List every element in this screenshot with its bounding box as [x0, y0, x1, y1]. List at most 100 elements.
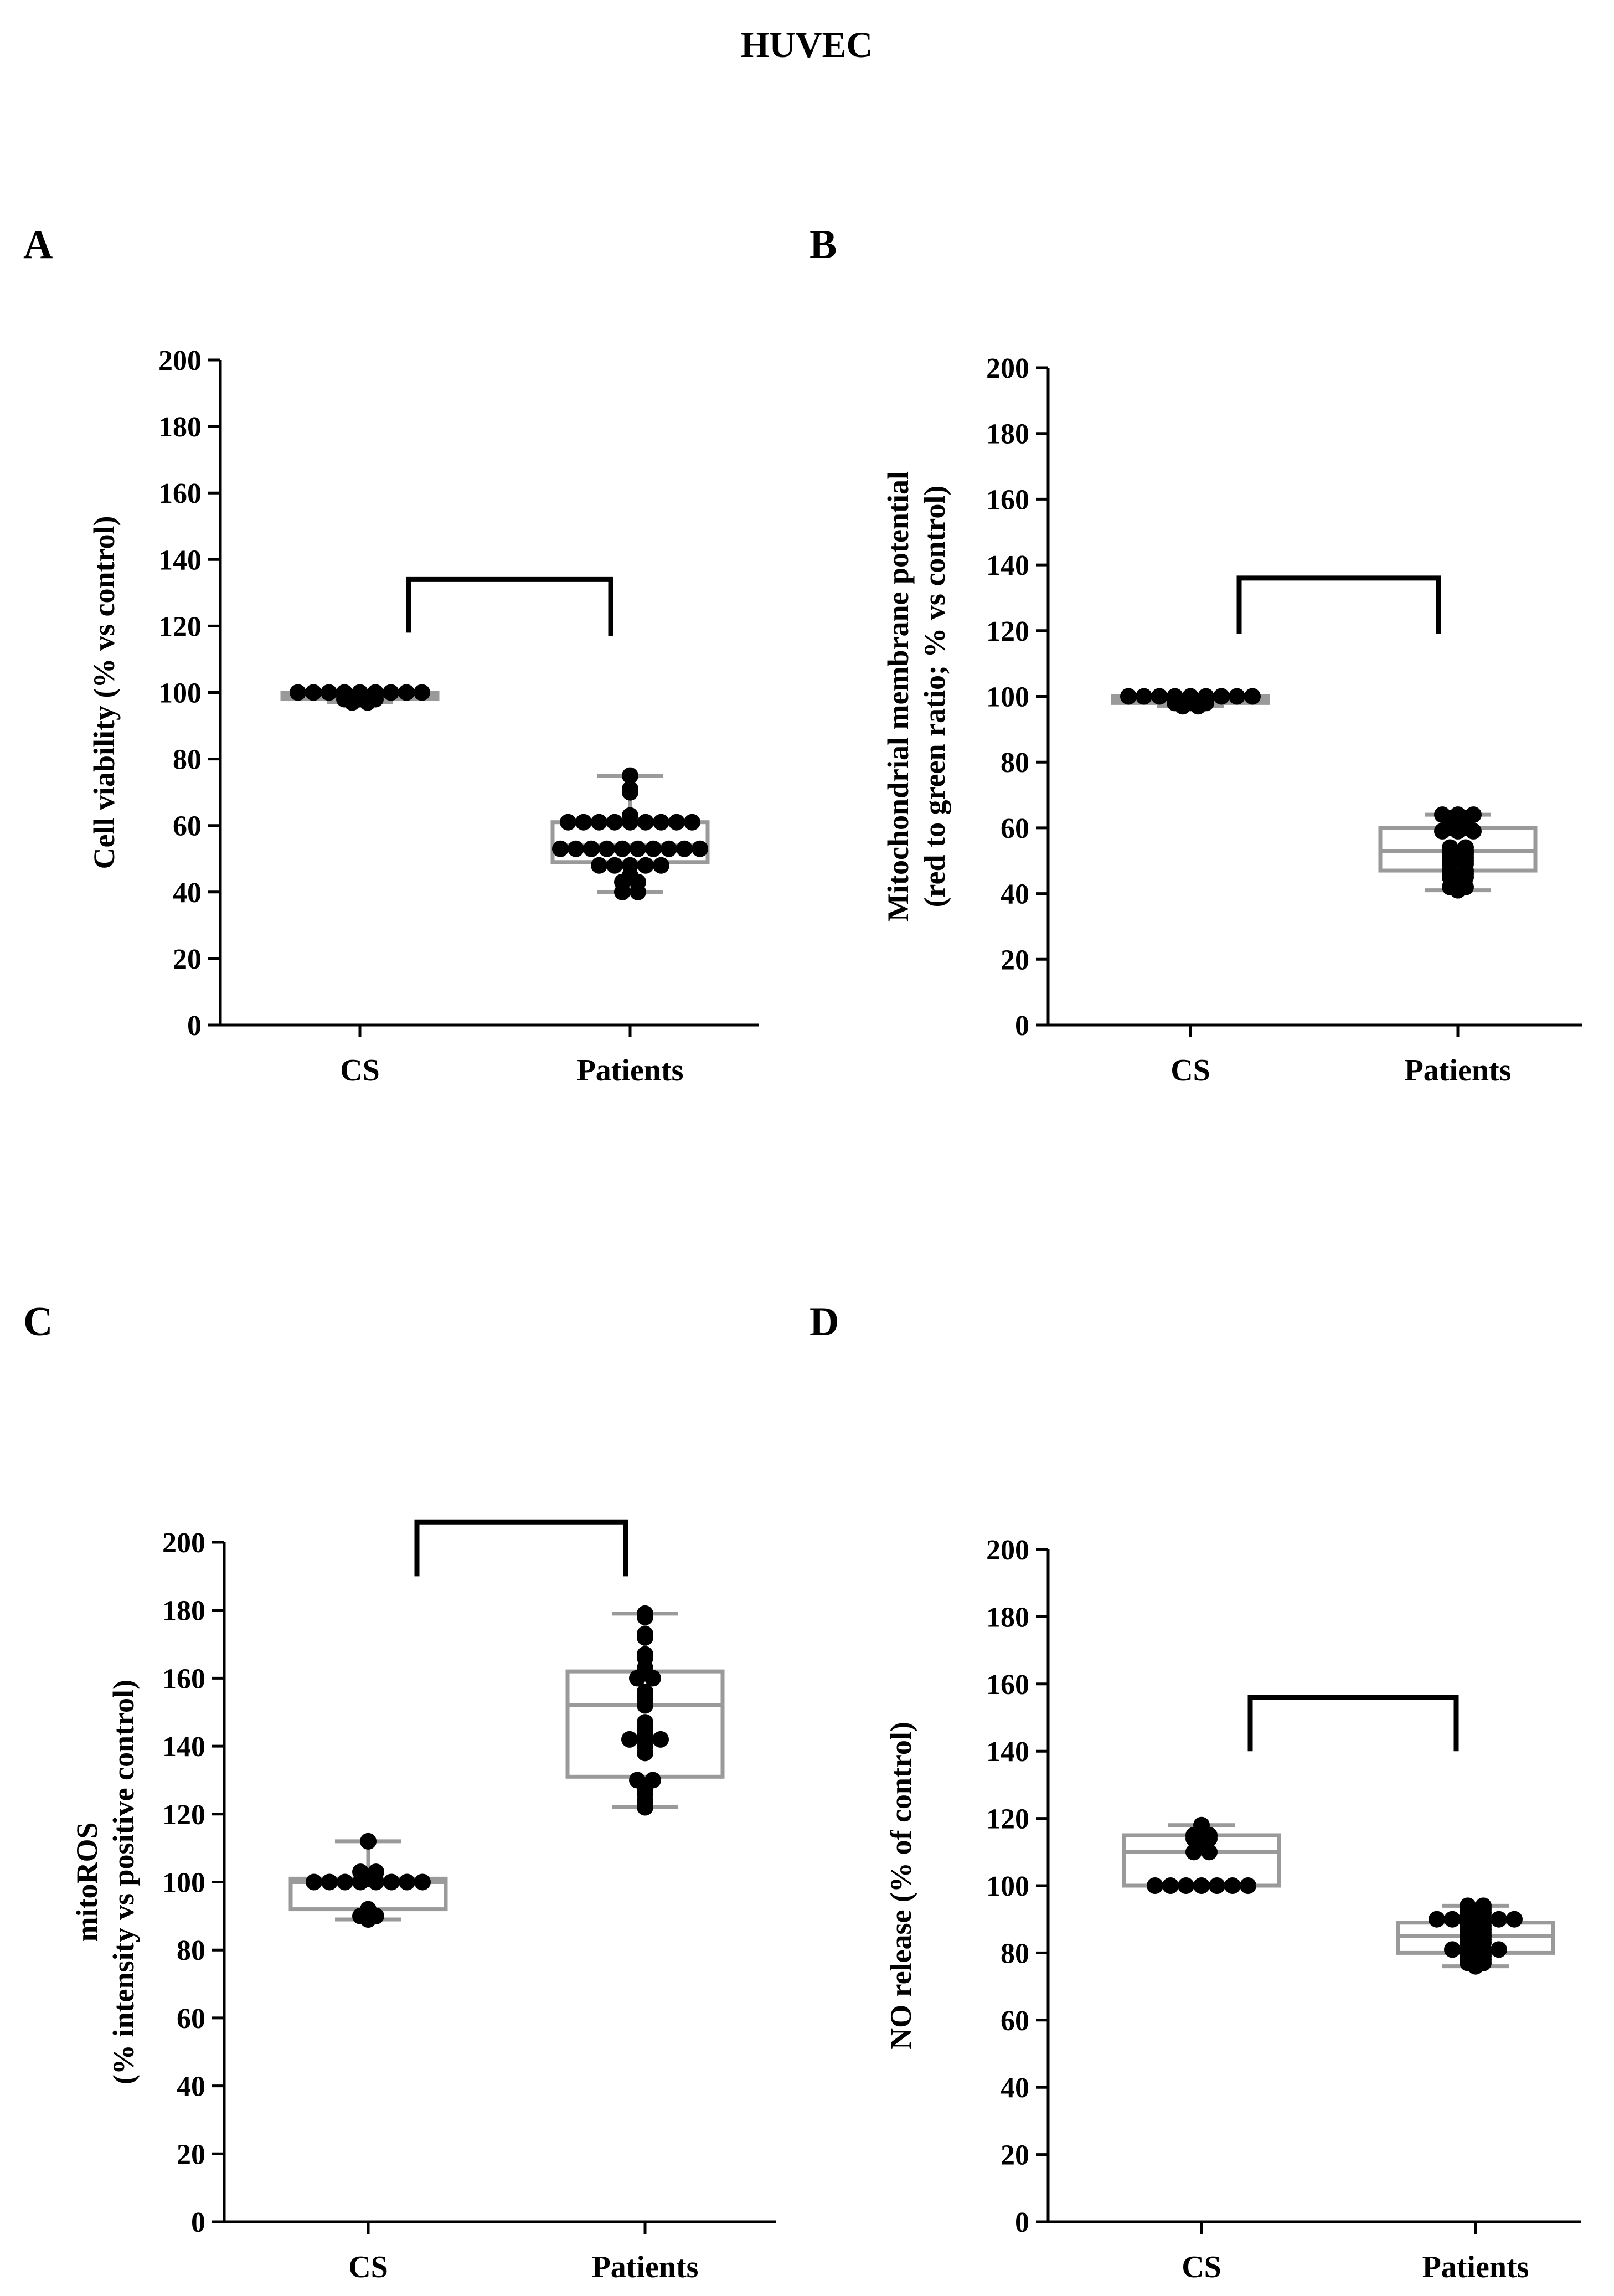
y-tick-label: 180: [158, 411, 202, 443]
y-tick-label: 200: [162, 1527, 205, 1559]
data-point: [637, 1683, 653, 1700]
data-point: [644, 1772, 661, 1789]
series-patients: [565, 1605, 725, 1816]
panel-letter: B: [809, 222, 837, 267]
y-tick-label: 40: [177, 2071, 205, 2103]
data-point: [321, 684, 337, 701]
panel-letter: C: [23, 1299, 53, 1345]
data-point: [568, 840, 584, 857]
x-tick-label: CS: [348, 2250, 388, 2284]
data-point: [1244, 688, 1261, 705]
data-point: [622, 780, 638, 797]
data-point: [622, 857, 638, 874]
y-tick-label: 0: [191, 2207, 205, 2238]
series-cs: [1122, 1816, 1281, 1894]
y-tick-label: 120: [158, 611, 202, 642]
data-point: [1136, 688, 1152, 705]
panel-letter: D: [809, 1299, 839, 1345]
data-point: [1491, 1911, 1507, 1928]
panel-a: A 0 20 40 60 80 100 120 140 160 180 200 CS Patients Ce…: [23, 222, 759, 1088]
y-tick-label: 200: [986, 353, 1029, 384]
panel-letter: A: [23, 222, 53, 267]
y-tick-label: 100: [986, 682, 1029, 713]
data-point: [630, 840, 646, 857]
y-tick-label: 100: [162, 1867, 205, 1899]
data-point: [1491, 1941, 1507, 1958]
data-point: [1198, 688, 1214, 705]
data-point: [1224, 1877, 1241, 1894]
data-point: [1229, 688, 1245, 705]
y-tick-label: 140: [158, 544, 202, 576]
data-point: [1450, 806, 1466, 823]
data-point: [1178, 1877, 1194, 1894]
y-tick-label: 160: [986, 1669, 1029, 1701]
data-point: [591, 814, 607, 831]
x-tick-label: CS: [1170, 1053, 1210, 1088]
data-point: [1162, 1877, 1179, 1894]
y-axis-label: (% intensity vs positive control): [107, 1680, 140, 2084]
data-point: [1506, 1911, 1523, 1928]
data-point: [560, 814, 576, 831]
series-cs: [1111, 688, 1270, 715]
y-tick-label: 160: [986, 484, 1029, 516]
y-tick-label: 20: [1001, 944, 1029, 976]
y-tick-label: 80: [1001, 1938, 1029, 1969]
y-axis-label: NO release (% of control): [884, 1722, 917, 2050]
y-tick-label: 60: [1001, 813, 1029, 845]
y-tick-label: 180: [986, 1602, 1029, 1633]
data-point: [1209, 1877, 1225, 1894]
y-tick-label: 20: [173, 944, 202, 975]
data-point: [591, 857, 607, 874]
series-patients: [550, 767, 710, 900]
y-tick-label: 40: [1001, 879, 1029, 910]
y-tick-label: 100: [158, 678, 202, 709]
y-tick-label: 200: [158, 345, 202, 377]
data-point: [1182, 688, 1199, 705]
data-point: [368, 1863, 384, 1881]
data-point: [399, 1873, 415, 1891]
series-patients: [1378, 806, 1538, 899]
data-point: [336, 684, 353, 701]
data-point: [398, 684, 415, 701]
data-point: [1120, 688, 1137, 705]
data-point: [1151, 688, 1168, 705]
y-tick-label: 60: [177, 2003, 205, 2035]
significance-bracket: [1247, 1695, 1459, 1752]
y-tick-label: 200: [986, 1535, 1029, 1566]
data-point: [414, 684, 430, 701]
data-point: [606, 814, 623, 831]
data-point: [1193, 1816, 1210, 1834]
data-point: [637, 1646, 653, 1663]
y-tick-label: 160: [162, 1663, 205, 1695]
data-point: [1240, 1877, 1256, 1894]
y-tick-label: 140: [986, 550, 1029, 581]
data-point: [637, 1625, 653, 1643]
y-axis-label: Mitochondrial membrane potential: [881, 471, 915, 922]
data-point: [1442, 839, 1458, 856]
data-point: [306, 1873, 322, 1891]
y-tick-label: 80: [1001, 747, 1029, 779]
data-point: [290, 684, 306, 701]
data-point: [360, 1832, 377, 1850]
data-point: [637, 814, 654, 831]
y-tick-label: 0: [1015, 2207, 1029, 2238]
series-patients: [1396, 1897, 1555, 1975]
data-point: [1429, 1911, 1445, 1928]
y-tick-label: 20: [1001, 2140, 1029, 2171]
data-point: [637, 857, 654, 874]
data-point: [652, 1731, 669, 1748]
y-axis-label: (red to green ratio; % vs control): [918, 486, 951, 908]
data-point: [676, 840, 693, 857]
x-tick-label: CS: [1182, 2250, 1221, 2284]
y-tick-label: 60: [173, 811, 202, 842]
y-tick-label: 180: [162, 1595, 205, 1627]
data-point: [367, 684, 384, 701]
y-tick-label: 160: [158, 478, 202, 509]
series-cs: [280, 684, 440, 711]
x-tick-label: Patients: [592, 2250, 699, 2284]
data-point: [622, 767, 638, 784]
data-point: [622, 807, 638, 824]
y-tick-label: 0: [187, 1010, 202, 1042]
